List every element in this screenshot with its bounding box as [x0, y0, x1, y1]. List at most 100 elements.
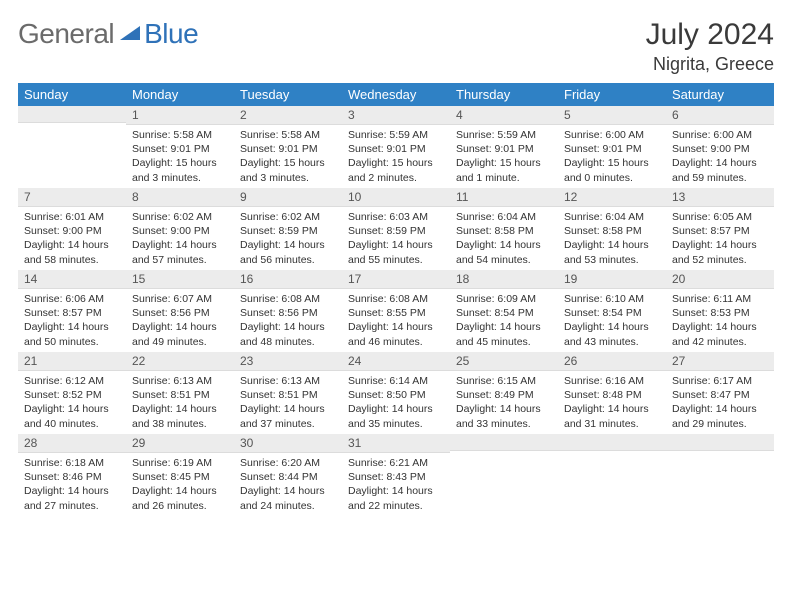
day-number: 6	[666, 106, 774, 125]
day-number: 4	[450, 106, 558, 125]
day-details: Sunrise: 6:02 AMSunset: 8:59 PMDaylight:…	[234, 207, 342, 270]
daylight-text: Daylight: 14 hours and 45 minutes.	[456, 320, 552, 348]
day-number: 24	[342, 352, 450, 371]
sunset-text: Sunset: 8:47 PM	[672, 388, 768, 402]
calendar-week-row: 1Sunrise: 5:58 AMSunset: 9:01 PMDaylight…	[18, 106, 774, 188]
calendar-body: 1Sunrise: 5:58 AMSunset: 9:01 PMDaylight…	[18, 106, 774, 516]
day-details: Sunrise: 6:15 AMSunset: 8:49 PMDaylight:…	[450, 371, 558, 434]
sunrise-text: Sunrise: 6:04 AM	[564, 210, 660, 224]
month-title: July 2024	[646, 18, 774, 52]
daylight-text: Daylight: 14 hours and 49 minutes.	[132, 320, 228, 348]
day-number: 13	[666, 188, 774, 207]
daylight-text: Daylight: 15 hours and 0 minutes.	[564, 156, 660, 184]
sunrise-text: Sunrise: 5:59 AM	[348, 128, 444, 142]
sunrise-text: Sunrise: 6:13 AM	[240, 374, 336, 388]
sunrise-text: Sunrise: 6:08 AM	[240, 292, 336, 306]
day-details: Sunrise: 6:14 AMSunset: 8:50 PMDaylight:…	[342, 371, 450, 434]
daylight-text: Daylight: 14 hours and 22 minutes.	[348, 484, 444, 512]
day-number: 9	[234, 188, 342, 207]
sunset-text: Sunset: 8:45 PM	[132, 470, 228, 484]
sunset-text: Sunset: 8:44 PM	[240, 470, 336, 484]
daylight-text: Daylight: 14 hours and 54 minutes.	[456, 238, 552, 266]
brand-triangle-icon	[118, 20, 142, 49]
day-number	[18, 106, 126, 123]
sunset-text: Sunset: 8:57 PM	[672, 224, 768, 238]
daylight-text: Daylight: 14 hours and 37 minutes.	[240, 402, 336, 430]
day-details: Sunrise: 6:08 AMSunset: 8:55 PMDaylight:…	[342, 289, 450, 352]
calendar-cell: 3Sunrise: 5:59 AMSunset: 9:01 PMDaylight…	[342, 106, 450, 188]
day-number: 28	[18, 434, 126, 453]
sunset-text: Sunset: 8:57 PM	[24, 306, 120, 320]
weekday-header: Saturday	[666, 83, 774, 106]
calendar-cell: 1Sunrise: 5:58 AMSunset: 9:01 PMDaylight…	[126, 106, 234, 188]
day-details: Sunrise: 6:04 AMSunset: 8:58 PMDaylight:…	[450, 207, 558, 270]
sunset-text: Sunset: 8:58 PM	[564, 224, 660, 238]
daylight-text: Daylight: 14 hours and 38 minutes.	[132, 402, 228, 430]
calendar-cell: 24Sunrise: 6:14 AMSunset: 8:50 PMDayligh…	[342, 352, 450, 434]
brand-logo: General Blue	[18, 18, 198, 50]
sunrise-text: Sunrise: 6:02 AM	[132, 210, 228, 224]
calendar-cell: 15Sunrise: 6:07 AMSunset: 8:56 PMDayligh…	[126, 270, 234, 352]
sunset-text: Sunset: 8:56 PM	[132, 306, 228, 320]
day-details: Sunrise: 6:01 AMSunset: 9:00 PMDaylight:…	[18, 207, 126, 270]
day-details: Sunrise: 6:13 AMSunset: 8:51 PMDaylight:…	[234, 371, 342, 434]
day-details: Sunrise: 6:02 AMSunset: 9:00 PMDaylight:…	[126, 207, 234, 270]
day-number: 21	[18, 352, 126, 371]
day-number	[450, 434, 558, 451]
sunrise-text: Sunrise: 6:16 AM	[564, 374, 660, 388]
day-details: Sunrise: 6:18 AMSunset: 8:46 PMDaylight:…	[18, 453, 126, 516]
sunrise-text: Sunrise: 5:58 AM	[132, 128, 228, 142]
calendar-cell: 28Sunrise: 6:18 AMSunset: 8:46 PMDayligh…	[18, 434, 126, 516]
calendar-cell	[450, 434, 558, 516]
day-number: 30	[234, 434, 342, 453]
day-number	[558, 434, 666, 451]
sunset-text: Sunset: 8:51 PM	[240, 388, 336, 402]
calendar-cell: 25Sunrise: 6:15 AMSunset: 8:49 PMDayligh…	[450, 352, 558, 434]
day-details: Sunrise: 6:07 AMSunset: 8:56 PMDaylight:…	[126, 289, 234, 352]
day-details: Sunrise: 6:08 AMSunset: 8:56 PMDaylight:…	[234, 289, 342, 352]
brand-part1: General	[18, 18, 114, 50]
sunset-text: Sunset: 8:59 PM	[348, 224, 444, 238]
day-number: 15	[126, 270, 234, 289]
day-number: 1	[126, 106, 234, 125]
weekday-header: Tuesday	[234, 83, 342, 106]
sunrise-text: Sunrise: 6:04 AM	[456, 210, 552, 224]
calendar-cell: 7Sunrise: 6:01 AMSunset: 9:00 PMDaylight…	[18, 188, 126, 270]
daylight-text: Daylight: 14 hours and 29 minutes.	[672, 402, 768, 430]
calendar-cell: 19Sunrise: 6:10 AMSunset: 8:54 PMDayligh…	[558, 270, 666, 352]
daylight-text: Daylight: 14 hours and 58 minutes.	[24, 238, 120, 266]
weekday-header: Friday	[558, 83, 666, 106]
daylight-text: Daylight: 14 hours and 42 minutes.	[672, 320, 768, 348]
day-number: 19	[558, 270, 666, 289]
calendar-cell: 27Sunrise: 6:17 AMSunset: 8:47 PMDayligh…	[666, 352, 774, 434]
day-number: 22	[126, 352, 234, 371]
calendar-cell: 21Sunrise: 6:12 AMSunset: 8:52 PMDayligh…	[18, 352, 126, 434]
calendar-week-row: 21Sunrise: 6:12 AMSunset: 8:52 PMDayligh…	[18, 352, 774, 434]
day-number: 10	[342, 188, 450, 207]
sunrise-text: Sunrise: 6:19 AM	[132, 456, 228, 470]
sunrise-text: Sunrise: 6:20 AM	[240, 456, 336, 470]
day-number: 2	[234, 106, 342, 125]
day-details: Sunrise: 6:06 AMSunset: 8:57 PMDaylight:…	[18, 289, 126, 352]
sunrise-text: Sunrise: 5:59 AM	[456, 128, 552, 142]
day-number: 29	[126, 434, 234, 453]
day-number: 20	[666, 270, 774, 289]
title-block: July 2024 Nigrita, Greece	[646, 18, 774, 75]
day-details: Sunrise: 6:12 AMSunset: 8:52 PMDaylight:…	[18, 371, 126, 434]
sunset-text: Sunset: 9:01 PM	[564, 142, 660, 156]
calendar-cell: 29Sunrise: 6:19 AMSunset: 8:45 PMDayligh…	[126, 434, 234, 516]
calendar-page: General Blue July 2024 Nigrita, Greece S…	[0, 0, 792, 528]
day-number: 7	[18, 188, 126, 207]
sunset-text: Sunset: 9:01 PM	[348, 142, 444, 156]
sunset-text: Sunset: 8:50 PM	[348, 388, 444, 402]
daylight-text: Daylight: 14 hours and 46 minutes.	[348, 320, 444, 348]
sunrise-text: Sunrise: 6:15 AM	[456, 374, 552, 388]
day-number: 3	[342, 106, 450, 125]
sunrise-text: Sunrise: 6:21 AM	[348, 456, 444, 470]
day-number: 27	[666, 352, 774, 371]
calendar-cell: 13Sunrise: 6:05 AMSunset: 8:57 PMDayligh…	[666, 188, 774, 270]
sunset-text: Sunset: 8:58 PM	[456, 224, 552, 238]
sunset-text: Sunset: 8:54 PM	[456, 306, 552, 320]
header-row: General Blue July 2024 Nigrita, Greece	[18, 18, 774, 75]
calendar-cell: 2Sunrise: 5:58 AMSunset: 9:01 PMDaylight…	[234, 106, 342, 188]
